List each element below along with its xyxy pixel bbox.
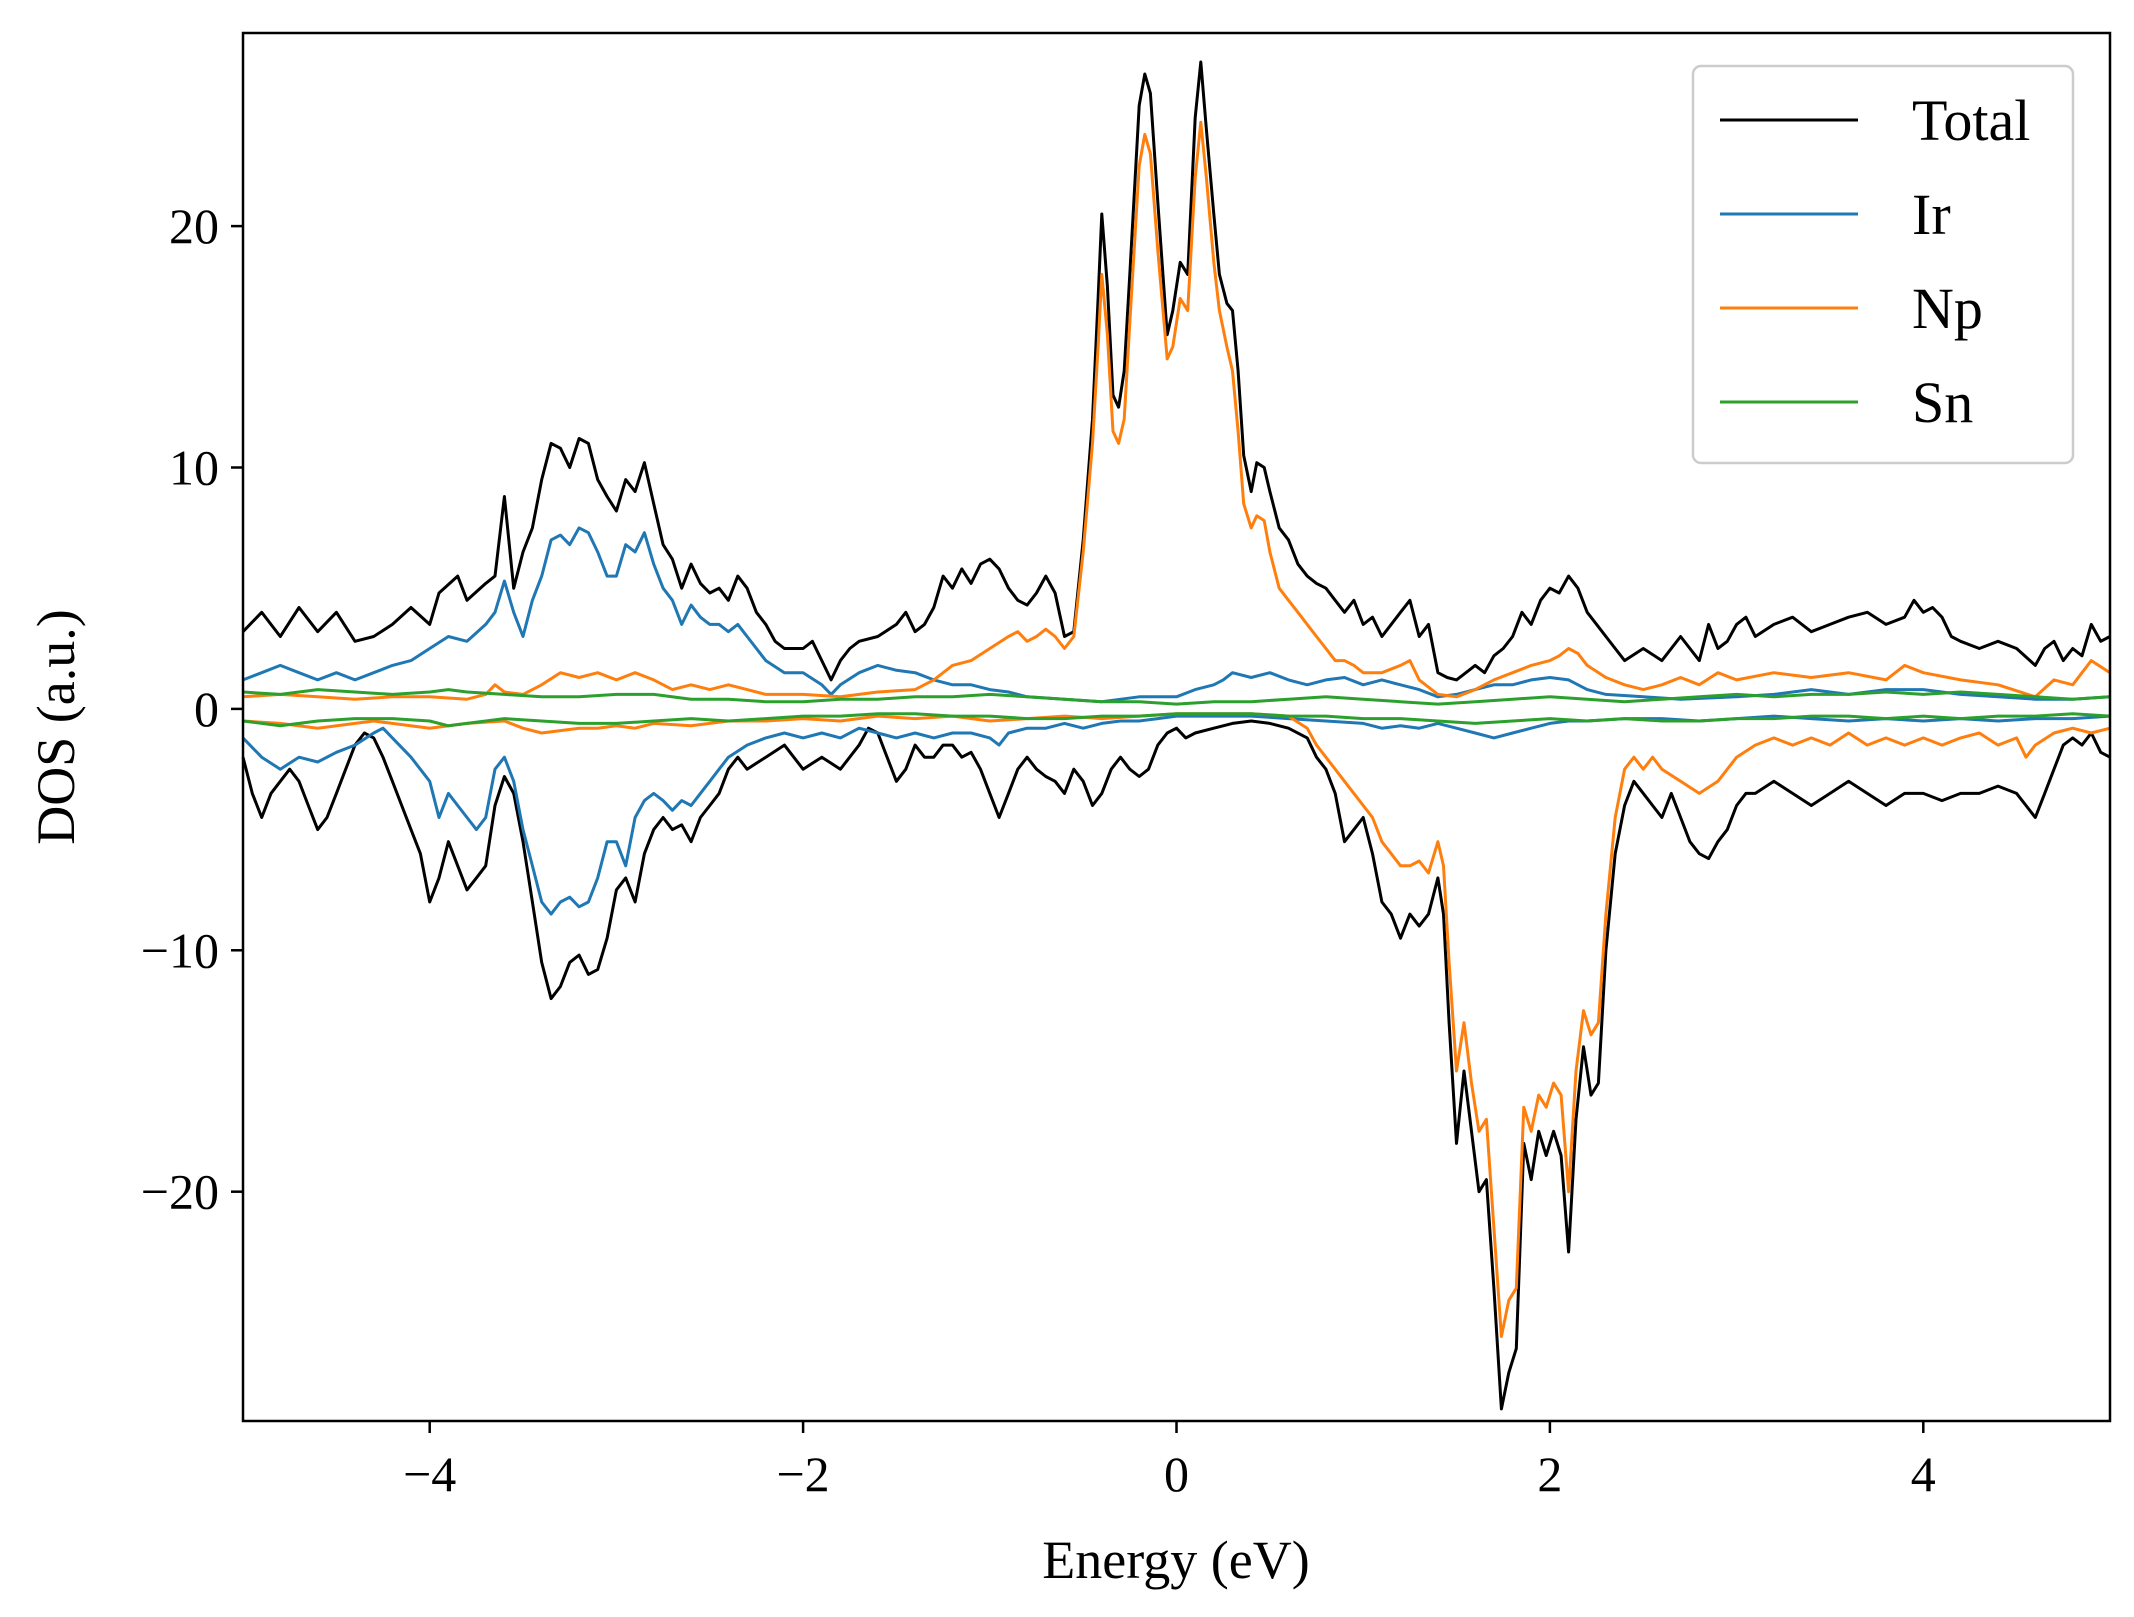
legend-label-ir: Ir [1912, 182, 1951, 247]
series-layer [241, 60, 2111, 1411]
x-tick-label: 0 [1164, 1446, 1189, 1502]
y-axis: −20 −10 0 10 20 [141, 198, 243, 1220]
legend-frame [1691, 64, 2075, 465]
legend-label-np: Np [1912, 276, 1983, 341]
series-line-np-spin-up [242, 120, 2111, 701]
legend-label-total: Total [1912, 88, 2030, 153]
legend-label-sn: Sn [1912, 370, 1973, 435]
x-tick-label: −2 [776, 1446, 829, 1502]
legend: Total Ir Np Sn [1691, 64, 2075, 465]
series-line-total-spin-down [241, 719, 2111, 1411]
y-tick-label: 20 [169, 198, 219, 254]
series-line-total-spin-up [241, 60, 2111, 682]
x-tick-label: 4 [1911, 1446, 1936, 1502]
series-line-np-spin-down [242, 712, 2111, 1338]
x-tick-label: −4 [403, 1446, 456, 1502]
x-tick-label: 2 [1537, 1446, 1562, 1502]
y-tick-label: −10 [141, 922, 219, 978]
x-axis: −4 −2 0 2 4 [403, 1421, 1936, 1502]
y-tick-label: 10 [169, 440, 219, 496]
series-line-ir-spin-up [242, 526, 2111, 704]
y-tick-label: −20 [141, 1164, 219, 1220]
series-line-ir-spin-down [241, 714, 2111, 916]
y-tick-label: 0 [194, 681, 219, 737]
x-axis-label: Energy (eV) [1042, 1530, 1309, 1590]
series-line-sn-spin-up [242, 688, 2111, 706]
series-line-sn-spin-down [242, 712, 2111, 728]
y-axis-label: DOS (a.u.) [26, 609, 86, 844]
